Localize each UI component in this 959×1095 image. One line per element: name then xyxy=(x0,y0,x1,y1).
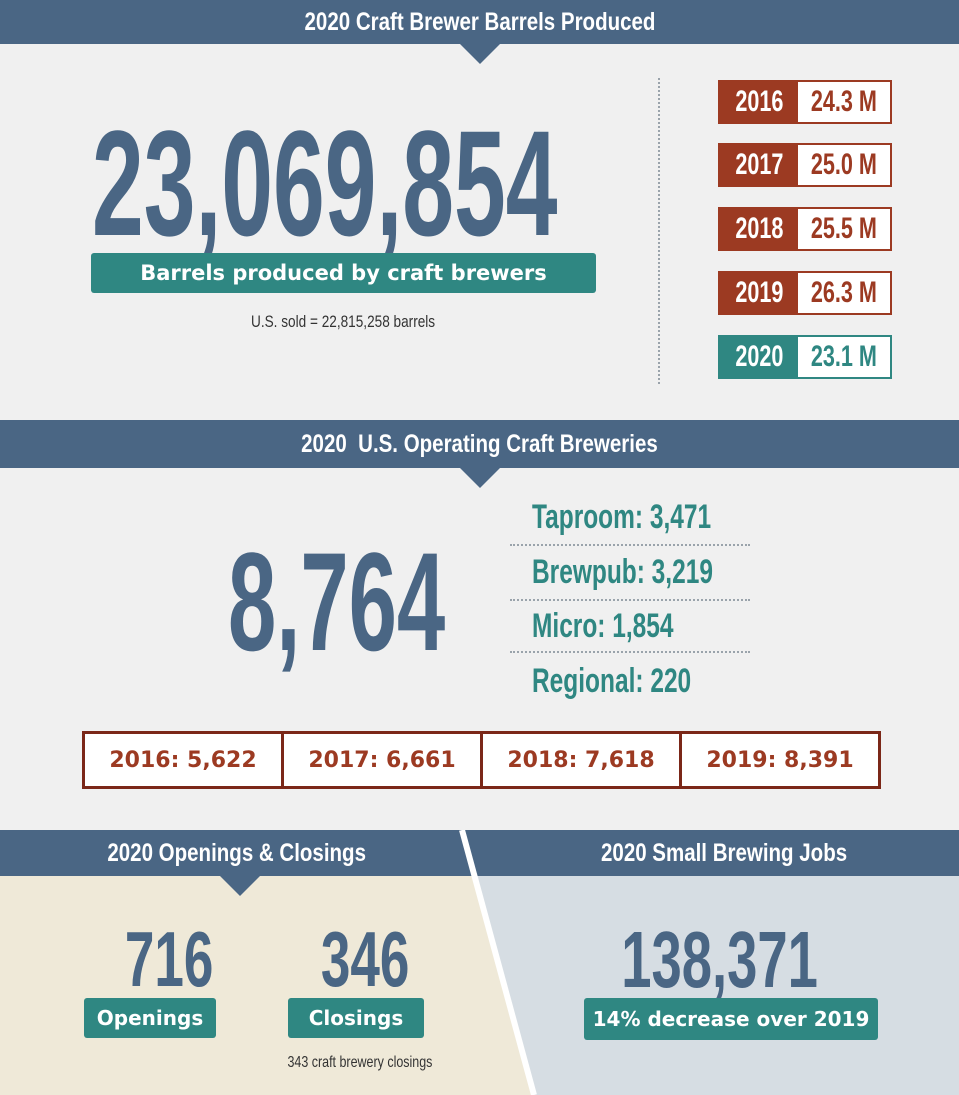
brewery-type-brewpub: Brewpub: 3,219 xyxy=(532,552,713,591)
type-divider xyxy=(510,544,750,546)
barrels-heading: 2020 Craft Brewer Barrels Produced xyxy=(304,7,655,36)
type-divider xyxy=(510,599,750,601)
closings-label: Closings xyxy=(288,998,424,1038)
type-divider xyxy=(510,651,750,653)
jobs-label: 14% decrease over 2019 xyxy=(584,998,878,1040)
openings-heading-band: 2020 Openings & Closings xyxy=(0,830,474,876)
barrels-history-2020: 2020 23.1 M xyxy=(718,335,892,379)
barrels-heading-band: 2020 Craft Brewer Barrels Produced xyxy=(0,0,959,44)
barrels-history-2019: 2019 26.3 M xyxy=(718,271,892,315)
barrels-label: Barrels produced by craft brewers xyxy=(91,253,596,293)
breweries-history-2016: 2016: 5,622 xyxy=(85,734,284,786)
barrels-history-2017: 2017 25.0 M xyxy=(718,143,892,187)
brewery-type-taproom: Taproom: 3,471 xyxy=(532,497,712,536)
closings-note: 343 craft brewery closings xyxy=(287,1054,433,1071)
breweries-heading-band: 2020 U.S. Operating Craft Breweries xyxy=(0,420,959,468)
breweries-history-2017: 2017: 6,661 xyxy=(284,734,483,786)
breweries-history-2019: 2019: 8,391 xyxy=(706,747,854,773)
vertical-divider xyxy=(658,78,660,384)
closings-value: 346 xyxy=(320,915,410,1003)
barrels-history-2016: 2016 24.3 M xyxy=(718,80,892,124)
barrels-total: 23,069,854 xyxy=(92,99,558,267)
jobs-heading: 2020 Small Brewing Jobs xyxy=(601,838,848,867)
openings-value: 716 xyxy=(124,915,214,1003)
barrels-heading-notch xyxy=(460,44,500,64)
breweries-heading-notch xyxy=(460,468,500,488)
breweries-history-2018: 2018: 7,618 xyxy=(483,734,682,786)
barrels-note: U.S. sold = 22,815,258 barrels xyxy=(251,312,436,331)
jobs-value: 138,371 xyxy=(621,915,819,1004)
brewery-type-regional: Regional: 220 xyxy=(532,661,692,700)
jobs-heading-band: 2020 Small Brewing Jobs xyxy=(490,830,959,876)
openings-heading: 2020 Openings & Closings xyxy=(107,838,367,867)
breweries-total: 8,764 xyxy=(228,523,446,680)
openings-label: Openings xyxy=(84,998,216,1038)
breweries-heading: 2020 U.S. Operating Craft Breweries xyxy=(301,429,658,458)
brewery-type-micro: Micro: 1,854 xyxy=(532,606,674,645)
barrels-history-2018: 2018 25.5 M xyxy=(718,207,892,251)
breweries-history-row: 2016: 5,622 2017: 6,661 2018: 7,618 2019… xyxy=(82,731,881,789)
